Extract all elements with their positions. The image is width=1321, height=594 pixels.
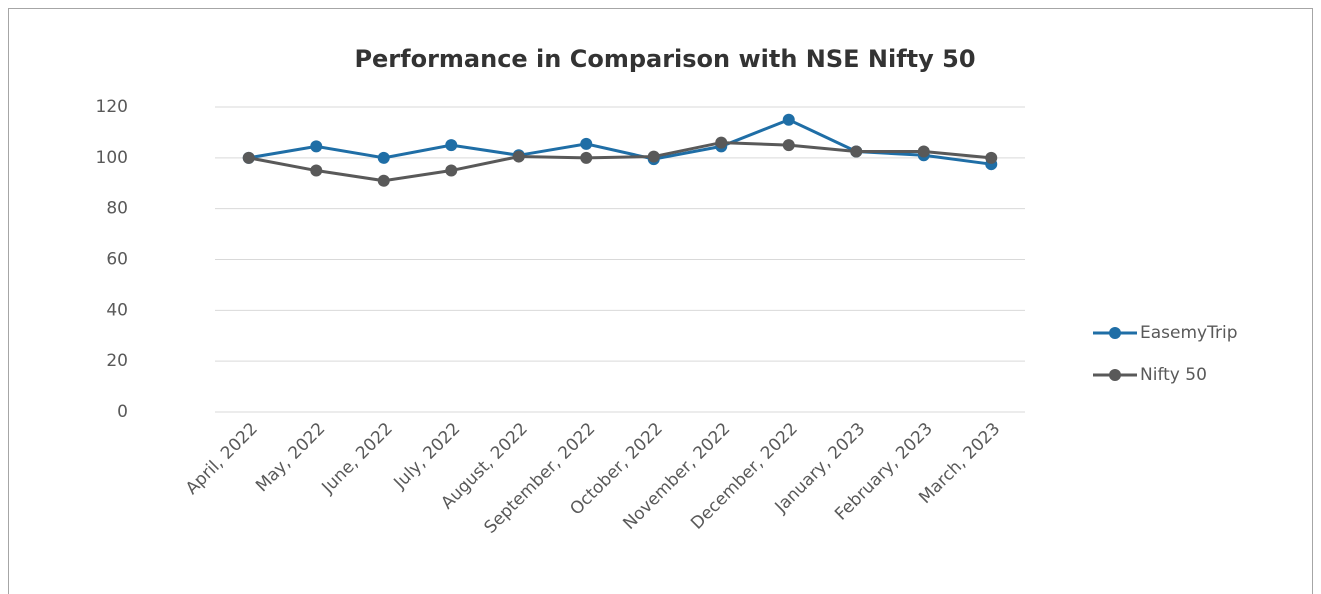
y-tick-label: 100 [96,148,128,168]
y-tick-label: 20 [106,351,128,371]
data-point [445,139,458,152]
data-point [310,140,323,153]
data-point [782,113,795,126]
series-line [248,141,992,183]
chart-frame [8,8,1313,594]
y-tick-label: 120 [96,97,128,117]
data-point [377,151,390,164]
legend-marker [1109,327,1121,339]
x-tick-label: June, 2022 [318,419,397,498]
legend-marker [1109,369,1121,381]
legend-label: EasemyTrip [1140,323,1237,343]
data-point [445,164,458,177]
data-point [580,137,593,150]
data-point [715,136,728,149]
data-point [377,174,390,187]
y-tick-label: 0 [117,402,128,422]
data-point [310,164,323,177]
data-point [242,151,255,164]
data-point [580,151,593,164]
x-tick-label: April, 2022 [182,419,262,499]
data-point [782,139,795,152]
data-point [512,150,525,163]
data-point [985,151,998,164]
y-tick-label: 80 [106,199,128,219]
x-tick-label: September, 2022 [480,419,599,538]
x-tick-label: May, 2022 [252,419,329,496]
data-point [647,150,660,163]
y-tick-label: 40 [106,300,128,320]
chart-title: Performance in Comparison with NSE Nifty… [354,45,975,73]
legend-label: Nifty 50 [1140,365,1207,385]
data-point [917,145,930,158]
y-tick-label: 60 [106,250,128,270]
data-point [850,145,863,158]
